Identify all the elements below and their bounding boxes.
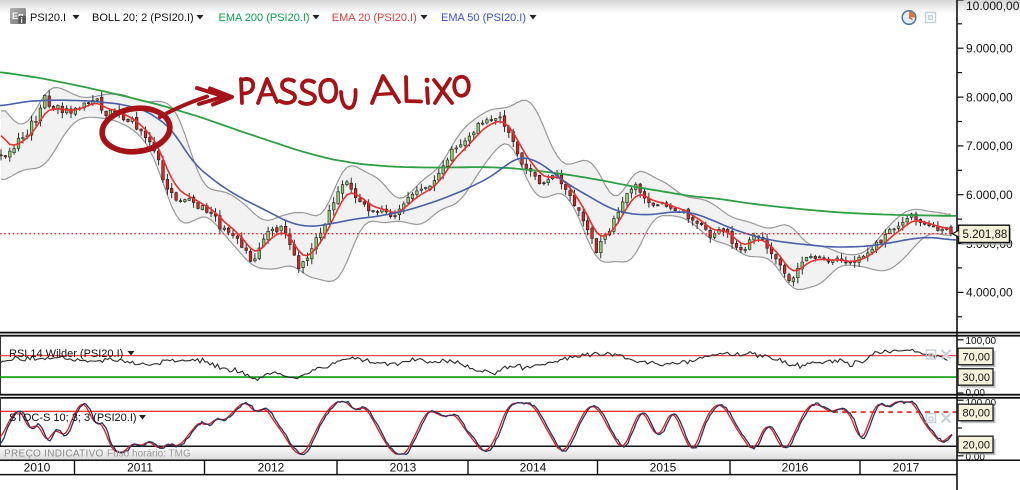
svg-text:EMA 20 (PSI20.I): EMA 20 (PSI20.I) xyxy=(332,12,417,24)
svg-text:PREÇO INDICATIVO: PREÇO INDICATIVO xyxy=(4,449,104,460)
svg-text:10.000,00: 10.000,00 xyxy=(966,0,1020,13)
svg-text:0,00: 0,00 xyxy=(966,388,986,399)
svg-text:30,00: 30,00 xyxy=(963,372,991,384)
svg-text:20,00: 20,00 xyxy=(963,440,991,452)
svg-text:EMA 200 (PSI20.I): EMA 200 (PSI20.I) xyxy=(219,12,310,24)
svg-text:RSI 14 Wilder (PSI20.I): RSI 14 Wilder (PSI20.I) xyxy=(9,348,123,360)
svg-text:4.000,00: 4.000,00 xyxy=(966,286,1013,300)
svg-text:Fuso horário: TMG: Fuso horário: TMG xyxy=(107,449,191,460)
svg-text:2012: 2012 xyxy=(258,461,285,475)
svg-text:STOC-S 10; 3; 3 (PSI20.I): STOC-S 10; 3; 3 (PSI20.I) xyxy=(9,412,137,424)
svg-text:2013: 2013 xyxy=(390,461,417,475)
svg-text:100,00: 100,00 xyxy=(966,398,997,409)
svg-text:70,00: 70,00 xyxy=(963,352,991,364)
svg-text:2014: 2014 xyxy=(520,461,547,475)
svg-text:100,00: 100,00 xyxy=(966,336,997,347)
svg-text:2017: 2017 xyxy=(893,461,920,475)
svg-text:2015: 2015 xyxy=(650,461,677,475)
svg-text:6.000,00: 6.000,00 xyxy=(966,188,1013,202)
svg-text:EMA 50 (PSI20.I): EMA 50 (PSI20.I) xyxy=(441,12,526,24)
svg-text:7.000,00: 7.000,00 xyxy=(966,139,1013,153)
svg-text:2011: 2011 xyxy=(127,461,153,475)
svg-text:i: i xyxy=(21,16,23,25)
svg-text:Eq: Eq xyxy=(12,11,24,21)
svg-text:0,00: 0,00 xyxy=(966,452,986,463)
svg-text:5.201,88: 5.201,88 xyxy=(963,229,1008,241)
svg-text:2010: 2010 xyxy=(24,461,51,475)
svg-text:80,00: 80,00 xyxy=(963,408,991,420)
svg-text:8.000,00: 8.000,00 xyxy=(966,90,1013,104)
svg-text:BOLL 20; 2 (PSI20.I): BOLL 20; 2 (PSI20.I) xyxy=(92,12,194,24)
svg-text:2016: 2016 xyxy=(782,461,809,475)
svg-text:PSI20.I: PSI20.I xyxy=(30,12,66,24)
svg-text:9.000,00: 9.000,00 xyxy=(966,41,1013,55)
